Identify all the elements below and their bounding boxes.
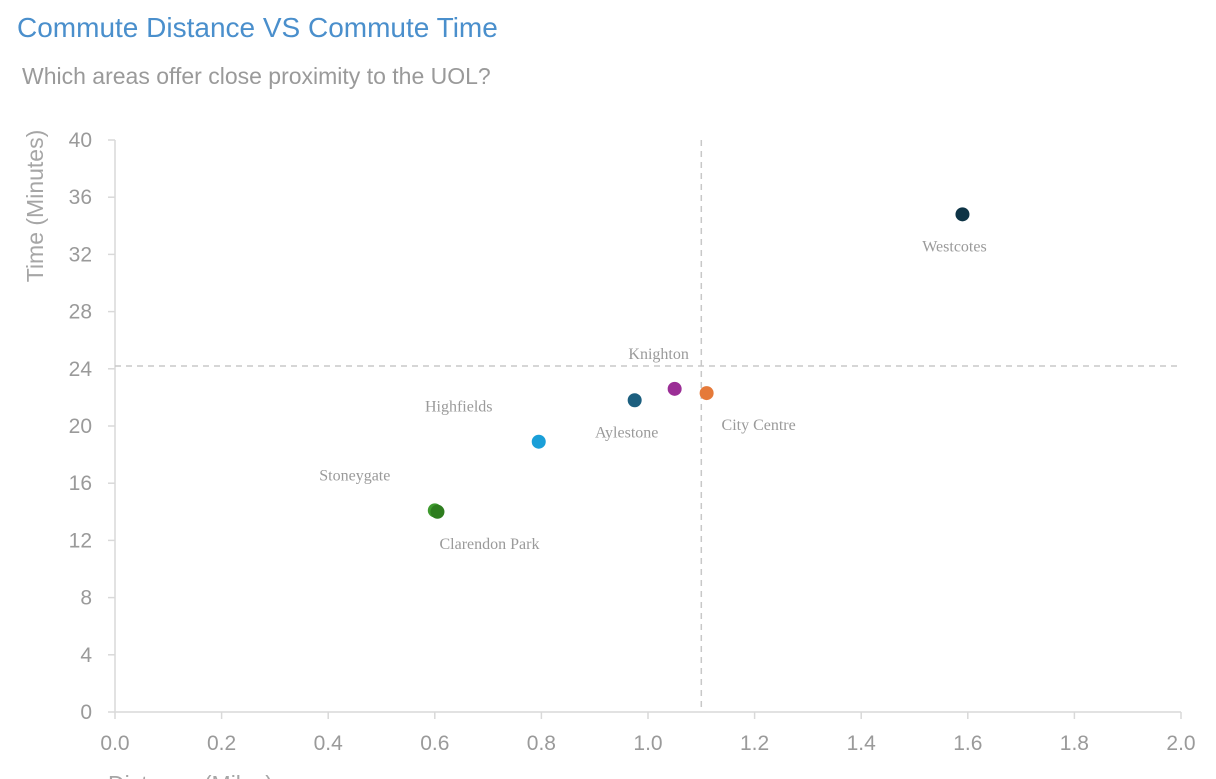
x-tick-labels: 0.0 0.2 0.4 0.6 0.8 1.0 1.2 1.4 1.6 1.8 2.0: [100, 732, 1195, 755]
chart-subtitle: Which areas offer close proximity to the…: [22, 63, 491, 89]
y-tick-label: 4: [80, 644, 92, 667]
x-tick-label: 1.0: [633, 732, 662, 755]
data-label: Westcotes: [922, 238, 986, 255]
data-label: Highfields: [425, 399, 493, 416]
y-tick-label: 20: [69, 415, 92, 438]
y-tick-label: 12: [69, 529, 92, 552]
reference-lines: [115, 140, 1181, 712]
y-tick-label: 16: [69, 472, 92, 495]
data-label: Stoneygate: [319, 467, 390, 484]
data-point[interactable]: [699, 386, 714, 401]
x-tick-label: 1.6: [953, 732, 982, 755]
x-tick-label: 0.0: [100, 732, 129, 755]
data-label: City Centre: [722, 417, 796, 434]
data-labels: Stoneygate Clarendon Park Highfields Aylest…: [319, 238, 986, 552]
chart-title: Commute Distance VS Commute Time: [17, 12, 498, 43]
x-tick-label: 1.8: [1060, 732, 1089, 755]
x-tick-label: 0.8: [527, 732, 556, 755]
data-point[interactable]: [667, 381, 682, 396]
y-tick-labels: 0 4 8 12 16 20 24 28 32 36 40: [69, 129, 93, 724]
y-tick-label: 0: [80, 701, 92, 724]
data-label: Aylestone: [595, 424, 658, 441]
y-tick-label: 24: [69, 358, 93, 381]
x-tick-label: 0.6: [420, 732, 449, 755]
axes: [108, 139, 1182, 719]
x-tick-label: 0.2: [207, 732, 236, 755]
y-tick-label: 36: [69, 186, 92, 209]
x-tick-label: 2.0: [1166, 732, 1195, 755]
data-point[interactable]: [430, 504, 445, 519]
x-tick-label: 1.4: [847, 732, 877, 755]
data-point[interactable]: [955, 207, 970, 222]
y-tick-label: 40: [69, 129, 92, 152]
data-point[interactable]: [531, 434, 546, 449]
y-axis-title: Time (Minutes): [22, 130, 48, 283]
x-axis-title: Distance (Miles): [108, 771, 273, 779]
data-points: [427, 207, 970, 519]
data-label: Knighton: [628, 346, 688, 363]
y-tick-label: 8: [80, 587, 92, 610]
x-tick-label: 1.2: [740, 732, 769, 755]
y-tick-label: 28: [69, 301, 92, 324]
x-tick-label: 0.4: [314, 732, 344, 755]
y-tick-label: 32: [69, 243, 92, 266]
data-point[interactable]: [627, 393, 642, 408]
data-label: Clarendon Park: [439, 536, 539, 553]
